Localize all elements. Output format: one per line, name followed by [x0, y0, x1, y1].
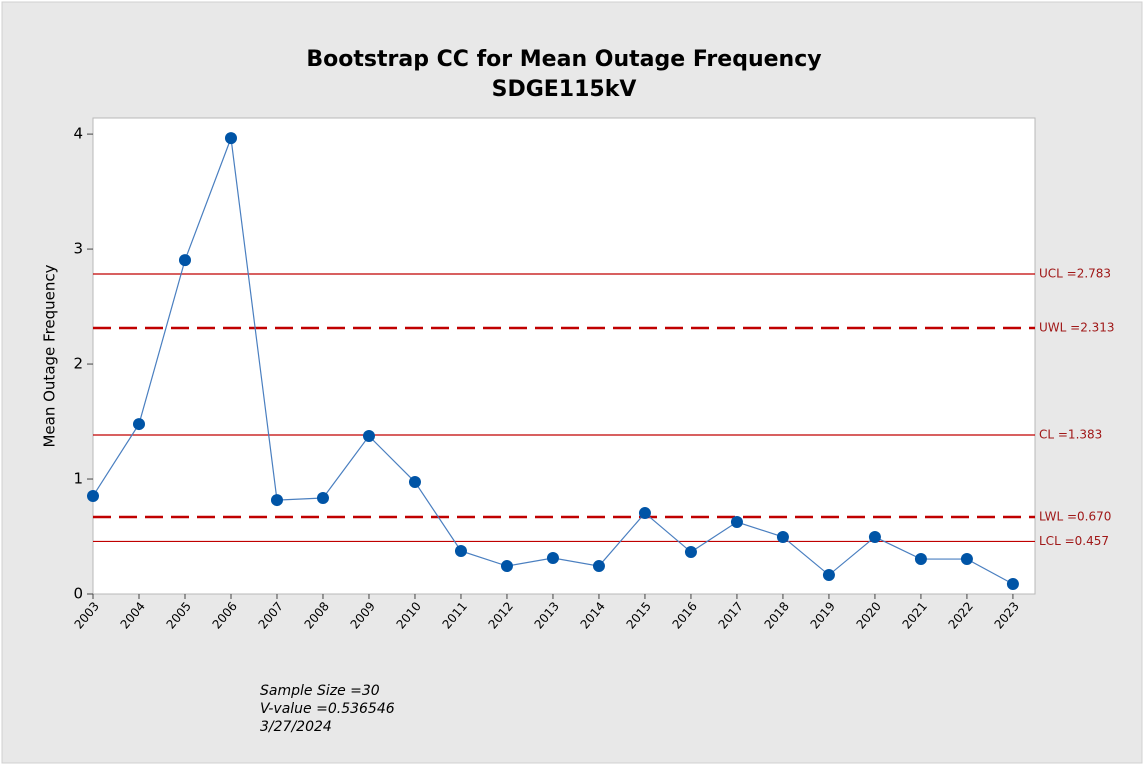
y-tick-label: 3 [73, 240, 83, 258]
control-limit-label: LWL =0.670 [1039, 509, 1111, 523]
data-point [592, 560, 605, 573]
data-point [270, 494, 283, 507]
control-limit-label: CL =1.383 [1039, 427, 1102, 441]
data-point [178, 254, 191, 267]
plot-area [92, 117, 1036, 595]
chart-subtitle: SDGE115kV [492, 77, 637, 102]
annotation: Sample Size =30 [260, 683, 380, 699]
data-point [684, 546, 697, 559]
data-point [362, 430, 375, 443]
data-point [960, 553, 973, 566]
y-tick-label: 4 [73, 125, 83, 143]
data-point [224, 132, 237, 145]
y-axis-label: Mean Outage Frequency [41, 264, 59, 447]
annotation: 3/27/2024 [260, 719, 332, 735]
data-point [776, 530, 789, 543]
data-point [87, 490, 99, 503]
data-point [546, 552, 559, 565]
data-point [914, 553, 927, 566]
data-point [500, 560, 513, 573]
data-point [454, 544, 467, 557]
data-point [408, 476, 421, 489]
data-point [132, 418, 145, 431]
data-point [730, 516, 743, 529]
y-tick-label: 2 [73, 355, 83, 373]
control-limit-label: UWL =2.313 [1039, 321, 1115, 335]
data-point [822, 569, 835, 582]
data-point [316, 491, 329, 504]
y-tick-label: 0 [73, 585, 83, 603]
control-limit-label: LCL =0.457 [1039, 534, 1109, 548]
data-point [638, 507, 651, 520]
y-tick-label: 1 [73, 470, 83, 488]
data-point [868, 530, 881, 543]
data-point [1006, 577, 1019, 590]
annotation: V-value =0.536546 [260, 701, 395, 717]
control-limit-label: UCL =2.783 [1039, 267, 1111, 281]
chart-title: Bootstrap CC for Mean Outage Frequency [306, 47, 821, 72]
